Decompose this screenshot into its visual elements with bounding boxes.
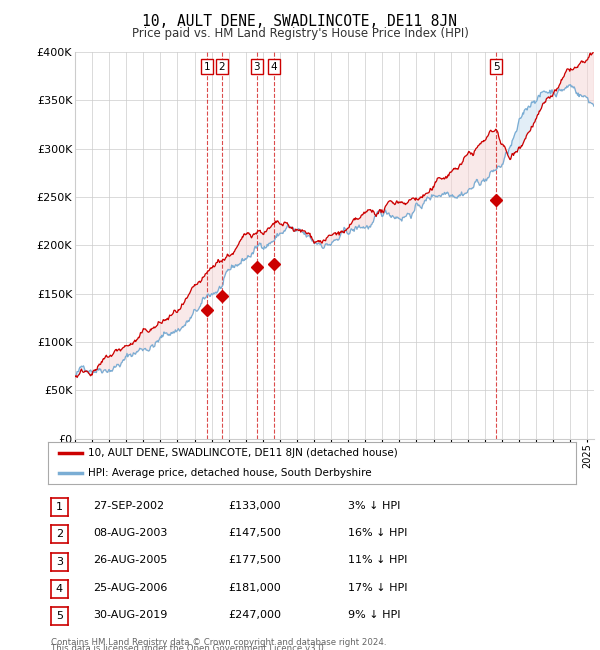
- Text: £181,000: £181,000: [228, 582, 281, 593]
- Text: 4: 4: [56, 584, 63, 594]
- Text: This data is licensed under the Open Government Licence v3.0.: This data is licensed under the Open Gov…: [51, 644, 326, 650]
- Text: HPI: Average price, detached house, South Derbyshire: HPI: Average price, detached house, Sout…: [88, 468, 371, 478]
- Text: 30-AUG-2019: 30-AUG-2019: [93, 610, 167, 620]
- Text: 3: 3: [56, 556, 63, 567]
- Text: £177,500: £177,500: [228, 555, 281, 566]
- Text: 2: 2: [56, 529, 63, 539]
- Text: 10, AULT DENE, SWADLINCOTE, DE11 8JN: 10, AULT DENE, SWADLINCOTE, DE11 8JN: [143, 14, 458, 29]
- Text: 26-AUG-2005: 26-AUG-2005: [93, 555, 167, 566]
- Text: 16% ↓ HPI: 16% ↓ HPI: [348, 528, 407, 538]
- Text: 27-SEP-2002: 27-SEP-2002: [93, 500, 164, 511]
- Text: 3: 3: [254, 62, 260, 72]
- Text: £247,000: £247,000: [228, 610, 281, 620]
- Text: £147,500: £147,500: [228, 528, 281, 538]
- Text: £133,000: £133,000: [228, 500, 281, 511]
- Text: 2: 2: [218, 62, 225, 72]
- Text: 25-AUG-2006: 25-AUG-2006: [93, 582, 167, 593]
- Text: 1: 1: [56, 502, 63, 512]
- Text: 10, AULT DENE, SWADLINCOTE, DE11 8JN (detached house): 10, AULT DENE, SWADLINCOTE, DE11 8JN (de…: [88, 448, 397, 458]
- Text: 3% ↓ HPI: 3% ↓ HPI: [348, 500, 400, 511]
- Text: 1: 1: [204, 62, 211, 72]
- Text: 17% ↓ HPI: 17% ↓ HPI: [348, 582, 407, 593]
- Text: 5: 5: [56, 611, 63, 621]
- Text: 9% ↓ HPI: 9% ↓ HPI: [348, 610, 401, 620]
- Text: Contains HM Land Registry data © Crown copyright and database right 2024.: Contains HM Land Registry data © Crown c…: [51, 638, 386, 647]
- Text: 5: 5: [493, 62, 499, 72]
- Text: 08-AUG-2003: 08-AUG-2003: [93, 528, 167, 538]
- Text: 4: 4: [271, 62, 277, 72]
- Text: Price paid vs. HM Land Registry's House Price Index (HPI): Price paid vs. HM Land Registry's House …: [131, 27, 469, 40]
- Text: 11% ↓ HPI: 11% ↓ HPI: [348, 555, 407, 566]
